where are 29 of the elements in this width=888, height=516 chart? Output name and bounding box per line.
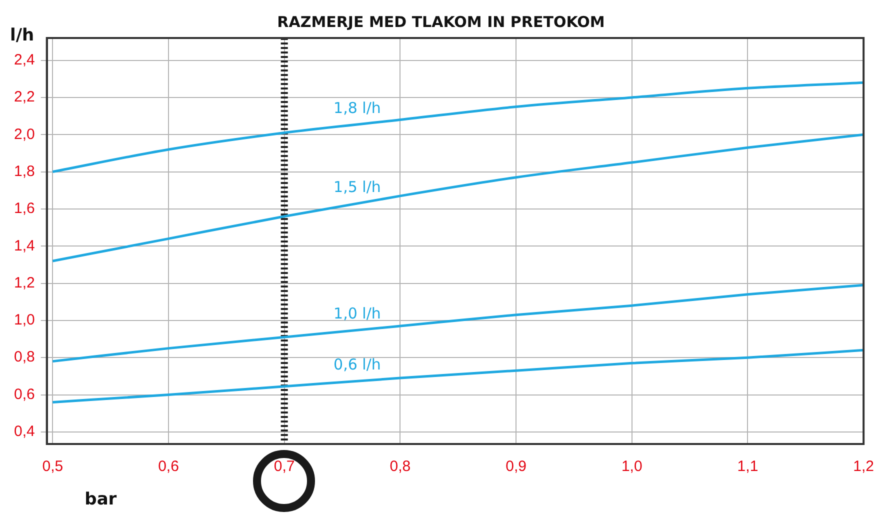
series-label: 1,8 l/h bbox=[334, 98, 381, 117]
line-series bbox=[51, 81, 864, 174]
y-tick-label: 1,6 bbox=[14, 200, 35, 218]
y-tick-label: 1,4 bbox=[14, 237, 35, 254]
y-tick-label: 2,0 bbox=[14, 126, 35, 143]
x-tick-label: 1,0 bbox=[621, 458, 642, 476]
series-label: 1,0 l/h bbox=[334, 304, 381, 323]
y-tick-label: 1,0 bbox=[14, 312, 35, 329]
y-tick-label: 1,2 bbox=[14, 274, 35, 292]
line-series bbox=[51, 133, 864, 262]
x-tick-label: 0,8 bbox=[390, 458, 411, 476]
y-tick-label: 2,4 bbox=[14, 51, 35, 68]
y-tick-label: 1,8 bbox=[14, 162, 35, 180]
x-tick-label: 0,7 bbox=[274, 458, 295, 476]
x-tick-label: 0,9 bbox=[506, 458, 526, 476]
x-tick-label: 0,6 bbox=[158, 458, 179, 476]
y-tick-label: 2,2 bbox=[14, 88, 35, 106]
x-axis-title: bar bbox=[84, 489, 118, 510]
y-tick-label: 0,6 bbox=[14, 386, 35, 403]
chart-title: RAZMERJE MED TLAKOM IN PRETOKOM bbox=[277, 12, 605, 31]
y-axis-title: l/h bbox=[10, 25, 34, 46]
series-label: 0,6 l/h bbox=[334, 356, 381, 374]
x-tick-label: 1,2 bbox=[853, 458, 874, 476]
series-label: 1,5 l/h bbox=[334, 178, 381, 196]
x-tick-label: 1,1 bbox=[737, 458, 758, 476]
x-tick-label: 0,5 bbox=[42, 458, 64, 476]
y-tick-label: 0,8 bbox=[14, 348, 35, 366]
line-series bbox=[51, 348, 864, 404]
y-tick-label: 0,4 bbox=[14, 423, 35, 440]
